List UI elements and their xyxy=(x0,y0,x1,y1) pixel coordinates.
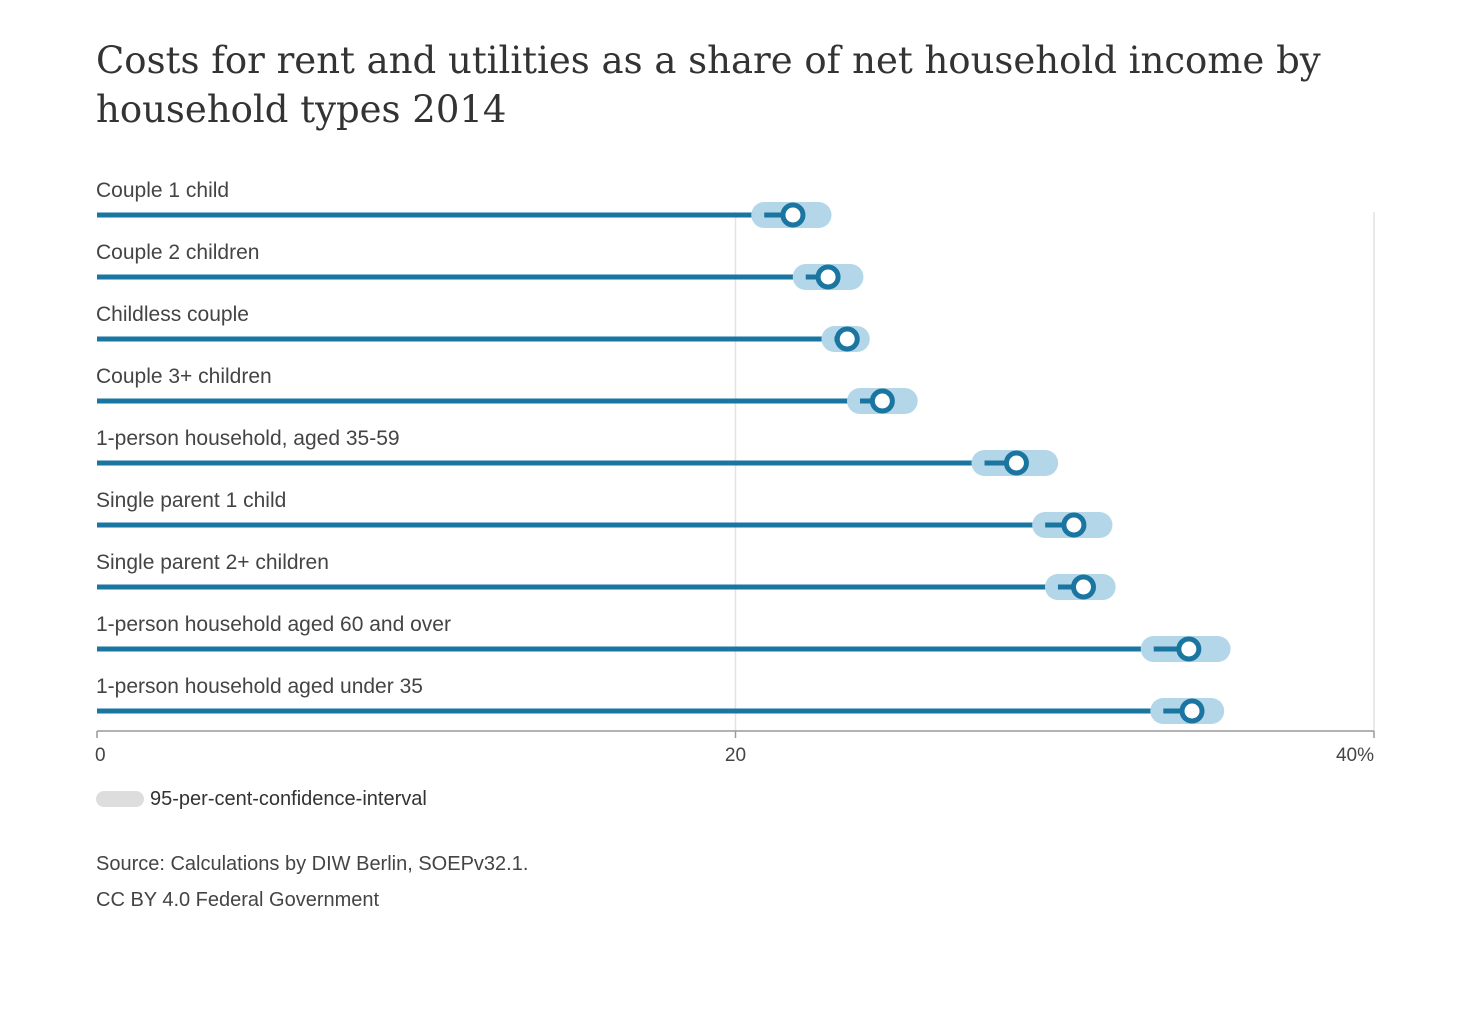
row: 1-person household aged 60 and over xyxy=(96,613,1231,662)
value-dot xyxy=(815,264,841,290)
row-label: Childless couple xyxy=(96,303,249,326)
x-tick-label: 0 xyxy=(95,745,106,766)
row-label: Single parent 2+ children xyxy=(96,551,329,574)
row: Single parent 2+ children xyxy=(96,551,1116,600)
gridlines xyxy=(734,212,1375,731)
value-dot xyxy=(1061,512,1087,538)
chart-title: Costs for rent and utilities as a share … xyxy=(96,39,1321,131)
source-line: Source: Calculations by DIW Berlin, SOEP… xyxy=(96,853,529,875)
row-label: 1-person household aged 60 and over xyxy=(96,613,451,636)
row-label: 1-person household, aged 35-59 xyxy=(96,427,400,450)
value-dot xyxy=(1176,636,1202,662)
value-dot xyxy=(834,326,860,352)
legend-label: 95-per-cent-confidence-interval xyxy=(150,787,427,810)
value-dot xyxy=(1070,574,1096,600)
legend: 95-per-cent-confidence-interval xyxy=(96,786,427,812)
value-dot xyxy=(1003,450,1029,476)
value-dot xyxy=(1179,698,1205,724)
chart-rows: Couple 1 child Couple 2 children Childless… xyxy=(96,179,1231,724)
row-label: Single parent 1 child xyxy=(96,489,286,512)
row-label: 1-person household aged under 35 xyxy=(96,675,423,698)
source-note: Source: Calculations by DIW Berlin, SOEP… xyxy=(96,846,528,918)
x-tick-label: 40% xyxy=(1336,745,1374,766)
value-dot xyxy=(780,202,806,228)
row: 1-person household aged under 35 xyxy=(96,675,1225,724)
x-axis: 0 20 40% xyxy=(95,730,1375,766)
row-label: Couple 3+ children xyxy=(96,365,272,388)
row: Couple 1 child xyxy=(96,179,832,228)
row: Single parent 1 child xyxy=(96,489,1113,538)
row: Couple 3+ children xyxy=(96,365,918,414)
license-line: CC BY 4.0 Federal Government xyxy=(96,889,380,911)
row-label: Couple 2 children xyxy=(96,241,259,264)
value-dot xyxy=(869,388,895,414)
x-tick-label: 20 xyxy=(725,745,746,766)
legend-ci-swatch xyxy=(96,791,144,807)
row: Couple 2 children xyxy=(96,241,864,290)
row: Childless couple xyxy=(96,303,870,352)
row-label: Couple 1 child xyxy=(96,179,229,202)
row: 1-person household, aged 35-59 xyxy=(96,427,1059,476)
